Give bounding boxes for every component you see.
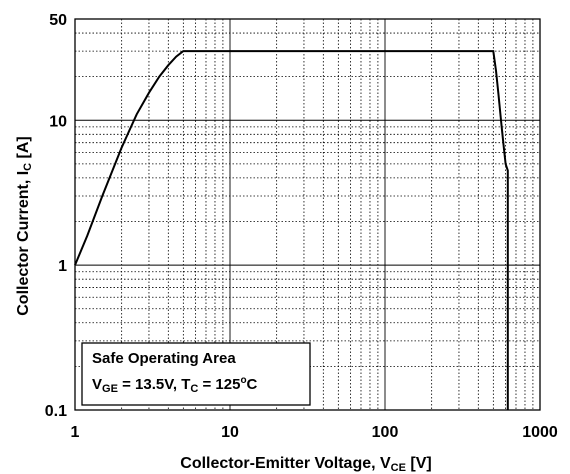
- annotation-title: Safe Operating Area: [92, 350, 236, 367]
- y-axis-title: Collector Current, IC [A]: [15, 136, 34, 316]
- plot-frame: [74, 18, 541, 411]
- x-axis-title: Collector-Emitter Voltage, VCE [V]: [180, 455, 431, 474]
- y-tick-label: 0.1: [45, 403, 67, 420]
- y-tick-label: 10: [49, 113, 67, 130]
- x-tick-label: 1: [71, 424, 80, 441]
- y-tick-label: 1: [58, 258, 67, 275]
- x-tick-label: 1000: [522, 424, 558, 441]
- y-tick-labels: 0.1 1 10 50: [45, 12, 67, 420]
- y-tick-label: 50: [49, 12, 67, 29]
- series-line-soa-boundary: [74, 50, 509, 410]
- x-tick-labels: 1 10 100 1000: [71, 424, 558, 441]
- annotation-conditions: VGE = 13.5V, TC = 125oC: [92, 375, 258, 395]
- x-tick-label: 10: [221, 424, 239, 441]
- x-tick-label: 100: [372, 424, 399, 441]
- annotation-box: Safe Operating Area VGE = 13.5V, TC = 12…: [81, 342, 311, 406]
- annotation-box-frame: [81, 342, 311, 406]
